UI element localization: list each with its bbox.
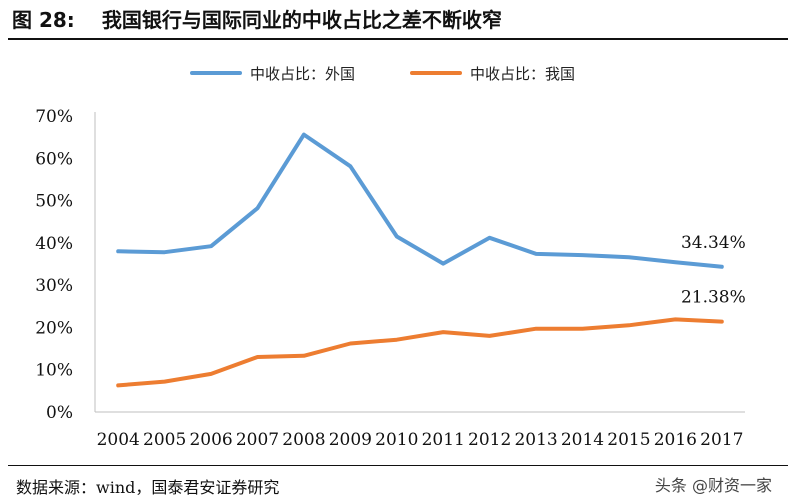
x-tick-label: 2016 [654, 430, 697, 450]
source-note: 数据来源：wind，国泰君安证券研究 [16, 478, 280, 497]
y-tick-label: 0% [46, 403, 73, 423]
x-tick-label: 2014 [561, 430, 604, 450]
legend-swatch-domestic [410, 71, 462, 75]
footer: 数据来源：wind，国泰君安证券研究 头条 @财资一家 [8, 465, 788, 500]
x-tick-label: 2010 [375, 430, 418, 450]
y-tick-label: 10% [35, 361, 73, 381]
y-tick-label: 60% [35, 149, 73, 169]
x-tick-label: 2013 [514, 430, 557, 450]
legend-item-foreign: 中收占比：外国 [190, 60, 355, 86]
x-tick-label: 2008 [282, 430, 325, 450]
series-layer [116, 132, 724, 388]
chart-legend: 中收占比：外国 中收占比：我国 [0, 60, 795, 86]
data-label-foreign-2017: 34.34% [681, 233, 746, 253]
x-tick-label: 2004 [97, 430, 140, 450]
x-tick-label: 2007 [236, 430, 279, 450]
series-line-foreign [116, 132, 724, 269]
figure-title-bar: 图 28: 我国银行与国际同业的中收占比之差不断收窄 [8, 4, 788, 40]
figure-number: 图 28: [12, 8, 75, 32]
x-tick-label: 2009 [329, 430, 372, 450]
watermark: 头条 @财资一家 [654, 476, 772, 495]
legend-label-domestic: 中收占比：我国 [470, 64, 576, 83]
axis-layer: 0%10%20%30%40%50%60%70%2004 2005 2006 2007 2… [35, 107, 745, 450]
series-line-domestic [116, 317, 724, 388]
x-tick-label: 2006 [189, 430, 232, 450]
label-layer: 34.34% 21.38% [681, 233, 746, 308]
y-tick-label: 30% [35, 276, 73, 296]
y-tick-label: 50% [35, 192, 73, 212]
legend-swatch-foreign [190, 71, 242, 75]
x-tick-label: 2011 [422, 430, 465, 450]
x-tick-label: 2017 [700, 430, 743, 450]
y-tick-label: 70% [35, 107, 73, 127]
legend-item-domestic: 中收占比：我国 [410, 60, 575, 86]
x-tick-label: 2012 [468, 430, 511, 450]
x-tick-label: 2005 [143, 430, 186, 450]
y-tick-label: 40% [35, 234, 73, 254]
figure-title: 我国银行与国际同业的中收占比之差不断收窄 [101, 8, 502, 32]
legend-label-foreign: 中收占比：外国 [250, 64, 356, 83]
x-tick-label: 2015 [607, 430, 650, 450]
data-label-domestic-2017: 21.38% [681, 288, 746, 308]
y-tick-label: 20% [35, 318, 73, 338]
